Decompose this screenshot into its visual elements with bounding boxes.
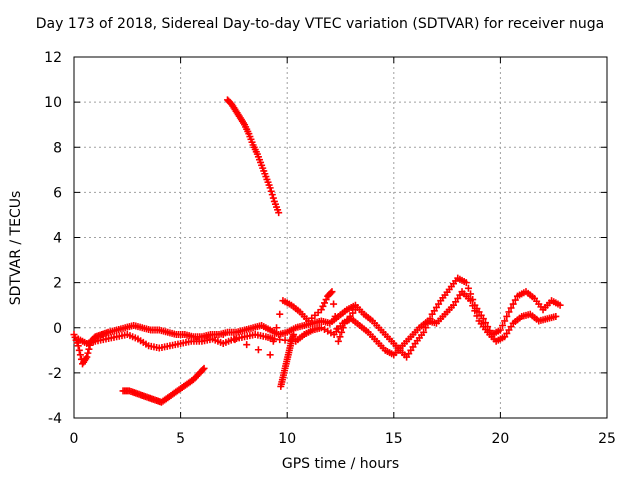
data-point: [219, 331, 227, 339]
data-point: [319, 302, 327, 310]
data-point: [499, 321, 507, 329]
x-tick-label: 25: [598, 431, 616, 447]
data-point: [267, 187, 275, 195]
data-point: [328, 288, 336, 296]
data-point: [269, 337, 277, 345]
data-point: [85, 345, 93, 353]
data-point: [509, 300, 517, 308]
data-point: [275, 209, 283, 217]
data-point: [266, 351, 274, 359]
data-point: [231, 336, 239, 344]
data-point: [84, 349, 92, 357]
data-point: [469, 302, 477, 310]
y-tick-label: 6: [53, 185, 62, 201]
data-points: [70, 96, 564, 406]
y-tick-label: 4: [53, 231, 62, 247]
y-tick-label: -2: [48, 366, 62, 382]
y-tick-label: 12: [44, 50, 62, 66]
x-tick-label: 5: [176, 431, 185, 447]
data-point: [254, 346, 262, 354]
y-tick-label: -4: [48, 411, 62, 427]
data-point: [464, 284, 472, 292]
data-point: [351, 306, 359, 314]
y-tick-label: 10: [44, 95, 62, 111]
data-point: [507, 304, 515, 312]
data-point: [74, 342, 82, 350]
data-point: [473, 312, 481, 320]
data-point: [333, 325, 341, 333]
data-point: [334, 337, 342, 345]
data-point: [479, 315, 487, 323]
y-tick-label: 2: [53, 276, 62, 292]
data-point: [327, 289, 335, 297]
data-point: [511, 296, 519, 304]
data-point: [199, 365, 207, 373]
data-point: [505, 308, 513, 316]
data-point: [268, 191, 276, 199]
data-point: [200, 364, 208, 372]
data-point: [462, 279, 470, 287]
chart-title: Day 173 of 2018, Sidereal Day-to-day VTE…: [35, 16, 605, 32]
data-point: [467, 290, 475, 298]
data-point: [83, 353, 91, 361]
series-low-arc: [119, 364, 208, 406]
data-point: [339, 324, 347, 332]
y-tick-label: 0: [53, 321, 62, 337]
x-tick-label: 15: [385, 431, 403, 447]
data-point: [290, 331, 298, 339]
data-point: [336, 333, 344, 341]
data-point: [276, 310, 284, 318]
data-point: [76, 351, 84, 359]
series-rising-line: [277, 331, 298, 390]
data-point: [331, 312, 339, 320]
data-point: [321, 299, 329, 307]
data-point: [467, 297, 475, 305]
y-tick-labels: -4 -2 0 2 4 6 8 10 12: [44, 50, 62, 427]
series-scattered: [219, 288, 359, 359]
x-tick-label: 20: [491, 431, 509, 447]
data-point: [420, 328, 428, 336]
data-point: [552, 312, 560, 320]
series-high-arc: [224, 96, 283, 217]
grid-lines: [74, 57, 607, 418]
x-tick-label: 0: [70, 431, 79, 447]
data-point: [496, 326, 504, 334]
data-point: [243, 341, 251, 349]
data-point: [266, 184, 274, 192]
series-main-band: [70, 274, 564, 368]
y-axis-label: SDTVAR / TECUs: [8, 190, 24, 306]
data-point: [556, 301, 564, 309]
data-point: [503, 312, 511, 320]
data-point: [471, 307, 479, 315]
data-point: [273, 324, 281, 332]
data-point: [269, 194, 277, 202]
data-point: [481, 319, 489, 327]
data-point: [338, 328, 346, 336]
data-point: [75, 346, 83, 354]
x-tick-label: 10: [278, 431, 296, 447]
y-tick-label: 8: [53, 140, 62, 156]
x-axis-label: GPS time / hours: [281, 456, 400, 472]
axis-ticks: [73, 56, 608, 419]
data-point: [330, 300, 338, 308]
data-point: [501, 317, 509, 325]
x-tick-labels: 0 5 10 15 20 25: [70, 431, 616, 447]
